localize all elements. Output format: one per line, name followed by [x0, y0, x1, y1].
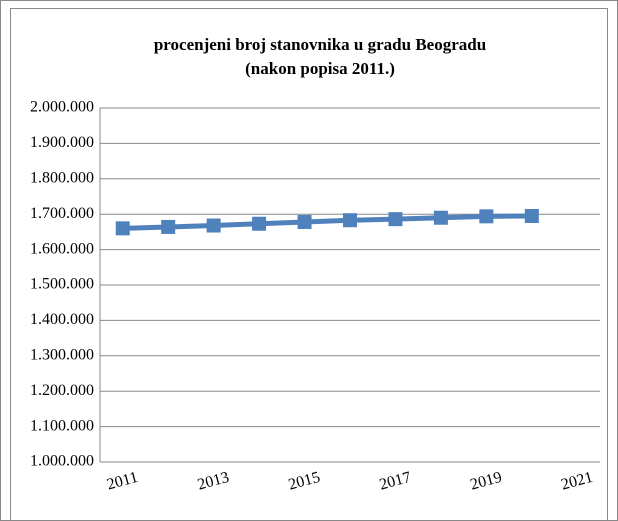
y-tick-label: 1.800.000: [30, 169, 94, 186]
y-tick-label: 1.100.000: [30, 417, 94, 434]
marker: [297, 214, 312, 229]
marker: [524, 208, 539, 223]
y-tick-label: 1.200.000: [30, 382, 94, 399]
marker: [206, 218, 221, 233]
y-tick-label: 1.700.000: [30, 205, 94, 222]
chart-title: (nakon popisa 2011.): [245, 59, 395, 78]
y-tick-label: 1.000.000: [30, 453, 94, 470]
y-tick-label: 1.300.000: [30, 346, 94, 363]
chart-title: procenjeni broj stanovnika u gradu Beogr…: [154, 35, 486, 54]
marker: [115, 221, 130, 236]
series-line: [122, 213, 532, 231]
y-tick-label: 1.600.000: [30, 240, 94, 257]
marker: [343, 213, 357, 228]
marker: [252, 216, 267, 231]
y-tick-label: 1.500.000: [30, 276, 94, 293]
marker: [479, 209, 494, 224]
chart-border: [10, 8, 608, 521]
marker: [161, 219, 176, 234]
y-tick-label: 2.000.000: [30, 99, 94, 116]
marker: [433, 210, 448, 225]
marker: [388, 212, 403, 227]
y-tick-label: 1.400.000: [30, 311, 94, 328]
y-tick-label: 1.900.000: [30, 134, 94, 151]
